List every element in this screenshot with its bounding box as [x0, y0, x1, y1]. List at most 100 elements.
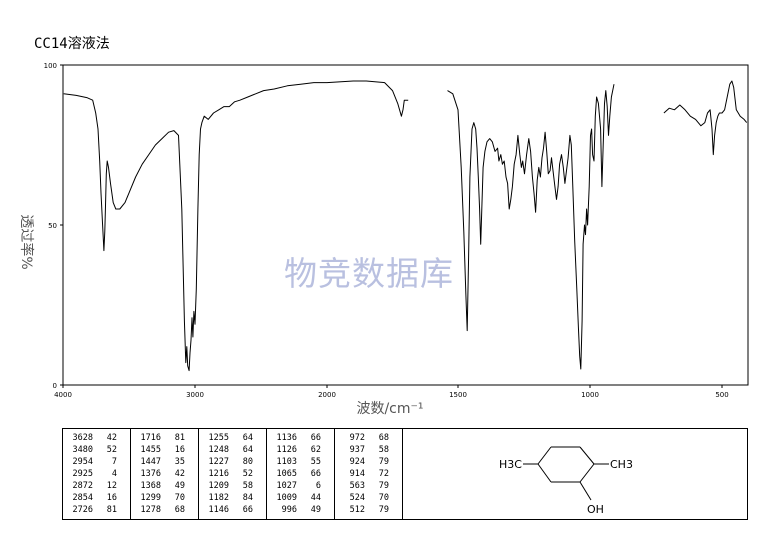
- peak-row: 1455 16: [131, 444, 198, 456]
- peak-transmittance: 80: [242, 457, 253, 467]
- peak-wavenumber: 2925: [72, 469, 93, 479]
- peak-row: 3628 42: [63, 432, 130, 444]
- peak-transmittance: 68: [378, 433, 389, 443]
- peak-row: 1278 68: [131, 504, 198, 516]
- peak-row: 2954 7: [63, 456, 130, 468]
- peak-wavenumber: 937: [349, 445, 365, 455]
- peak-wavenumber: 3480: [72, 445, 93, 455]
- peak-column: 1255 64 1248 64 1227 80 1216 52 1209 58 1182 84 1146…: [199, 429, 267, 519]
- peak-transmittance: 16: [106, 493, 117, 503]
- peak-transmittance: 49: [174, 481, 185, 491]
- peak-wavenumber: 1027: [276, 481, 297, 491]
- peak-wavenumber: 2954: [72, 457, 93, 467]
- peak-row: 1255 64: [199, 432, 266, 444]
- peak-row: 996 49: [267, 504, 334, 516]
- peak-row: 2726 81: [63, 504, 130, 516]
- peak-row: 1227 80: [199, 456, 266, 468]
- peak-row: 1146 66: [199, 504, 266, 516]
- peak-transmittance: 64: [242, 433, 253, 443]
- peak-transmittance: 55: [310, 457, 321, 467]
- peak-row: 1209 58: [199, 480, 266, 492]
- peak-wavenumber: 1146: [208, 505, 229, 515]
- x-axis-label: 波数/cm⁻¹: [356, 401, 423, 417]
- peak-row: 2854 16: [63, 492, 130, 504]
- x-axis-ticks: 4000 3000 2000 1500 1000 500: [54, 385, 729, 399]
- peak-row: 1136 66: [267, 432, 334, 444]
- peak-wavenumber: 1182: [208, 493, 229, 503]
- watermark: 物竞数据库: [284, 254, 454, 293]
- peak-transmittance: 12: [106, 481, 117, 491]
- peak-wavenumber: 1255: [208, 433, 229, 443]
- peak-wavenumber: 512: [349, 505, 365, 515]
- peak-transmittance: 70: [378, 493, 389, 503]
- peak-transmittance: 58: [242, 481, 253, 491]
- x-tick-label: 1500: [449, 391, 467, 399]
- peak-column: 3628 42 3480 52 2954 7 2925 4 2872 12 2854 16 2726 81: [63, 429, 131, 519]
- peak-wavenumber: 1376: [140, 469, 161, 479]
- peak-wavenumber: 1716: [140, 433, 161, 443]
- peak-row: 524 70: [335, 492, 402, 504]
- left-methyl-label: H3C: [499, 458, 522, 471]
- peak-transmittance: 79: [378, 481, 389, 491]
- peak-transmittance: 42: [174, 469, 185, 479]
- peak-row: 1376 42: [131, 468, 198, 480]
- peak-wavenumber: 996: [281, 505, 297, 515]
- peak-wavenumber: 1278: [140, 505, 161, 515]
- peak-transmittance: 42: [106, 433, 117, 443]
- peak-wavenumber: 924: [349, 457, 365, 467]
- y-axis-ticks: 100 50 0: [44, 62, 63, 390]
- peak-column: 1136 66 1126 62 1103 55 1065 66 1027 6 1009 44 996 49: [267, 429, 335, 519]
- peak-row: 972 68: [335, 432, 402, 444]
- x-tick-label: 4000: [54, 391, 72, 399]
- peak-wavenumber: 1248: [208, 445, 229, 455]
- peak-wavenumber: 1126: [276, 445, 297, 455]
- peak-transmittance: 44: [310, 493, 321, 503]
- y-tick-label: 0: [53, 382, 57, 390]
- peak-transmittance: 81: [174, 433, 185, 443]
- peak-wavenumber: 1447: [140, 457, 161, 467]
- peak-row: 1065 66: [267, 468, 334, 480]
- peak-wavenumber: 2854: [72, 493, 93, 503]
- cyclohexane-ring: [523, 446, 609, 501]
- peak-wavenumber: 1009: [276, 493, 297, 503]
- peak-wavenumber: 1368: [140, 481, 161, 491]
- peak-row: 1299 70: [131, 492, 198, 504]
- peak-row: 937 58: [335, 444, 402, 456]
- peak-row: 1103 55: [267, 456, 334, 468]
- peak-wavenumber: 1227: [208, 457, 229, 467]
- peak-wavenumber: 524: [349, 493, 365, 503]
- peak-row: 914 72: [335, 468, 402, 480]
- peak-transmittance: 84: [242, 493, 253, 503]
- peak-wavenumber: 2872: [72, 481, 93, 491]
- peak-column: 1716 81 1455 16 1447 35 1376 42 1368 49 1299 70 1278…: [131, 429, 199, 519]
- peak-transmittance: 68: [174, 505, 185, 515]
- peak-transmittance: 52: [242, 469, 253, 479]
- peak-row: 1447 35: [131, 456, 198, 468]
- peak-wavenumber: 1216: [208, 469, 229, 479]
- peak-row: 1368 49: [131, 480, 198, 492]
- right-methyl-label: CH3: [610, 458, 633, 471]
- peak-wavenumber: 1299: [140, 493, 161, 503]
- peak-row: 3480 52: [63, 444, 130, 456]
- peak-wavenumber: 914: [349, 469, 365, 479]
- spectrum-series: [63, 80, 748, 372]
- peak-wavenumber: 1455: [140, 445, 161, 455]
- peak-column: 972 68 937 58 924 79 914 72 563 79 524 70 512 79: [335, 429, 403, 519]
- x-tick-label: 1000: [581, 391, 599, 399]
- y-axis-label: 透过率%: [18, 214, 35, 269]
- peak-transmittance: 49: [310, 505, 321, 515]
- spectrum-segment-1: [63, 80, 409, 372]
- y-tick-label: 50: [48, 222, 57, 230]
- peak-transmittance: 72: [378, 469, 389, 479]
- peak-row: 1027 6: [267, 480, 334, 492]
- peak-wavenumber: 1209: [208, 481, 229, 491]
- peak-transmittance: 16: [174, 445, 185, 455]
- peak-wavenumber: 1103: [276, 457, 297, 467]
- peak-wavenumber: 1136: [276, 433, 297, 443]
- peak-transmittance: 7: [111, 457, 117, 467]
- peak-row: 2925 4: [63, 468, 130, 480]
- peak-transmittance: 66: [310, 433, 321, 443]
- peak-transmittance: 4: [111, 469, 117, 479]
